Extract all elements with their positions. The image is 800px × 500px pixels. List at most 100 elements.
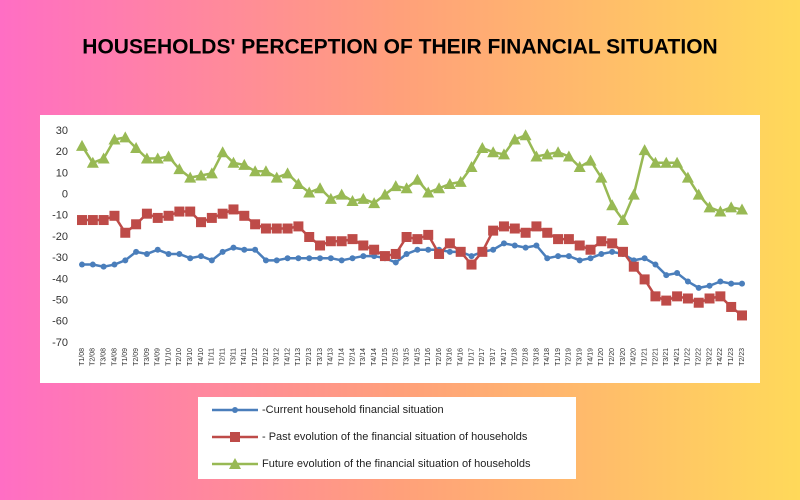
data-point [606, 199, 619, 211]
x-tick-label: T1/10 [165, 348, 172, 366]
x-tick-label: T4/10 [198, 348, 205, 366]
data-point [411, 173, 424, 185]
y-tick-label: -40 [52, 273, 68, 285]
data-point [227, 156, 240, 168]
data-point [324, 192, 337, 204]
data-point [715, 291, 726, 302]
y-tick-label: -30 [52, 252, 68, 264]
data-point [176, 250, 183, 257]
data-point [739, 280, 745, 287]
data-point [208, 257, 215, 264]
x-tick-label: T1/08 [79, 348, 86, 366]
data-point [455, 246, 466, 257]
x-tick-label: T3/15 [403, 348, 410, 366]
data-point [703, 201, 716, 213]
x-tick-label: T4/22 [717, 348, 724, 366]
x-tick-label: T1/21 [641, 348, 648, 366]
data-point [314, 182, 327, 194]
data-point [379, 251, 390, 262]
x-tick-label: T1/23 [728, 348, 735, 366]
data-point [119, 131, 132, 143]
data-point [477, 246, 488, 257]
x-tick-label: T3/11 [230, 348, 237, 365]
data-point [726, 301, 737, 312]
data-point [335, 188, 348, 200]
x-tick-label: T4/09 [155, 348, 162, 366]
data-point [270, 171, 283, 183]
data-point [520, 227, 531, 238]
legend-label: -Current household financial situation [262, 404, 444, 416]
data-point [704, 293, 715, 304]
data-point [205, 167, 218, 179]
data-point [607, 238, 618, 249]
data-point [238, 158, 251, 170]
data-point [706, 282, 713, 289]
x-tick-label: T2/19 [566, 348, 573, 366]
x-tick-label: T1/17 [468, 348, 475, 366]
data-point [609, 248, 616, 255]
data-point [216, 146, 229, 158]
data-point [584, 154, 597, 166]
data-point [465, 161, 478, 173]
data-point [295, 255, 302, 262]
data-point [737, 310, 747, 321]
data-point [306, 255, 313, 262]
data-point [109, 210, 120, 221]
x-tick-label: T2/10 [176, 348, 183, 366]
data-point [358, 240, 369, 251]
data-point [511, 242, 518, 249]
data-point [466, 259, 477, 270]
data-point [401, 232, 412, 242]
data-point [488, 225, 499, 236]
x-tick-label: T1/13 [295, 348, 302, 366]
data-point [293, 221, 304, 232]
x-tick-label: T4/13 [328, 348, 335, 366]
x-tick-label: T3/20 [620, 348, 627, 366]
x-tick-label: T2/09 [133, 348, 140, 366]
data-point [530, 150, 543, 162]
data-point [682, 293, 693, 304]
y-tick-label: -70 [52, 337, 68, 349]
data-point [184, 171, 197, 183]
x-tick-label: T3/18 [533, 348, 540, 366]
data-point [433, 182, 446, 194]
x-tick-label: T4/12 [284, 348, 291, 366]
data-point [531, 221, 542, 232]
data-point [714, 205, 727, 217]
data-point [617, 246, 628, 257]
x-tick-label: T2/16 [436, 348, 443, 366]
x-tick-label: T1/12 [252, 348, 259, 366]
y-tick-label: 10 [56, 167, 68, 179]
x-tick-label: T3/09 [144, 348, 151, 366]
data-point [400, 182, 413, 194]
data-point [185, 206, 196, 217]
data-point [378, 188, 391, 200]
data-point [198, 253, 205, 260]
data-point [195, 169, 208, 181]
data-point [131, 219, 142, 230]
x-tick-label: T4/19 [587, 348, 594, 366]
data-point [522, 244, 529, 251]
data-point [389, 180, 402, 192]
data-point [357, 192, 370, 204]
data-point [434, 248, 445, 259]
x-tick-label: T1/09 [122, 348, 129, 366]
x-tick-label: T1/19 [555, 348, 562, 366]
data-point [273, 257, 280, 264]
data-point [252, 246, 259, 253]
x-tick-label: T4/11 [241, 348, 248, 365]
data-point [303, 186, 316, 198]
data-point [725, 201, 738, 213]
data-point [476, 141, 489, 153]
data-point [649, 156, 662, 168]
data-point [422, 186, 435, 198]
data-point [412, 234, 423, 245]
x-tick-label: T2/14 [349, 348, 356, 366]
x-tick-label: T1/14 [339, 348, 346, 366]
data-point [519, 129, 532, 141]
data-point [628, 261, 639, 272]
legend-marker [230, 432, 240, 442]
data-point [639, 274, 650, 285]
data-point [542, 227, 553, 238]
